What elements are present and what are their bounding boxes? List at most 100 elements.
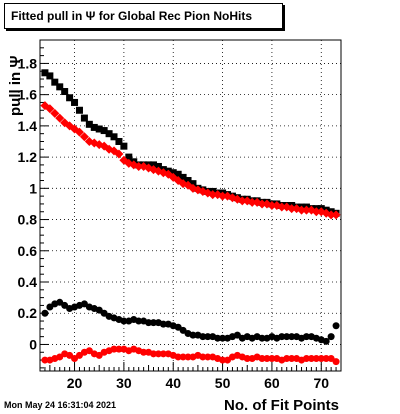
y-tick-label: 1.6 (18, 87, 38, 103)
data-point-series-4 (312, 355, 320, 363)
data-point-series-2 (331, 210, 341, 220)
data-point-series-2 (311, 207, 321, 217)
data-point-series-1 (61, 88, 69, 96)
data-point-series-2 (257, 199, 267, 209)
data-point-series-4 (283, 355, 291, 363)
tick-labels: 20 30 40 50 60 70 0 0.2 0.4 0.6 0.8 1 1.2 1.4 1.6 1.8 (18, 55, 330, 391)
data-point-series-1 (169, 169, 177, 177)
data-point-series-2 (134, 161, 144, 171)
data-point-series-1 (90, 123, 98, 131)
data-point-series-4 (154, 350, 162, 358)
data-point-series-4 (288, 355, 296, 363)
y-tick-label: 1.2 (18, 149, 38, 165)
y-tick-label: 0 (29, 336, 37, 352)
data-point-series-1 (56, 83, 64, 91)
plot-frame (39, 39, 342, 372)
data-point-series-1 (85, 120, 93, 128)
data-point-series-2 (237, 196, 247, 206)
data-point-series-1 (80, 114, 88, 122)
data-point-series-2 (326, 210, 336, 220)
data-point-series-2 (287, 204, 297, 214)
x-tick-label: 70 (313, 375, 329, 391)
data-point-series-3 (149, 319, 157, 327)
data-point-series-3 (145, 319, 153, 327)
data-point-series-2 (114, 149, 124, 159)
y-tick-label: 0.4 (18, 274, 38, 290)
data-point-series-2 (277, 202, 287, 212)
y-tick-label: 1.8 (18, 55, 38, 71)
data-point-series-2 (79, 132, 89, 142)
y-tick-label: 1 (29, 180, 37, 196)
data-point-series-3 (189, 331, 197, 339)
data-point-series-2 (301, 205, 311, 215)
data-point-series-3 (288, 333, 296, 341)
data-point-series-4 (258, 355, 266, 363)
y-tick-label: 1.4 (18, 118, 38, 134)
data-point-series-1 (105, 130, 113, 138)
data-point-series-4 (322, 355, 330, 363)
data-point-series-3 (322, 337, 330, 345)
x-axis-title: No. of Fit Points (224, 397, 339, 414)
x-tick-label: 40 (165, 375, 181, 391)
data-point-series-4 (159, 350, 167, 358)
data-point-series-2 (45, 104, 55, 114)
data-point-series-2 (218, 191, 228, 201)
y-tick-label: 0.8 (18, 212, 38, 228)
data-point-series-4 (263, 355, 271, 363)
data-point-series-3 (258, 334, 266, 342)
data-point-series-1 (189, 180, 197, 188)
data-point-series-4 (317, 355, 325, 363)
data-point-series-1 (174, 170, 182, 178)
data-point-series-3 (204, 333, 212, 341)
data-point-series-3 (120, 317, 128, 325)
data-point-series-1 (120, 142, 128, 150)
data-point-series-4 (302, 355, 310, 363)
x-tick-label: 30 (116, 375, 132, 391)
data-point-series-3 (219, 334, 227, 342)
data-point-series-2 (50, 108, 60, 118)
data-point-series-1 (184, 177, 192, 185)
data-point-series-2 (55, 113, 65, 123)
data-point-series-2 (297, 205, 307, 215)
data-point-series-4 (149, 350, 157, 358)
data-point-series-4 (115, 345, 123, 353)
timestamp: Mon May 24 16:31:04 2021 (4, 400, 117, 410)
data-marks (40, 69, 341, 366)
data-point-series-4 (179, 353, 187, 361)
data-point-series-4 (174, 353, 182, 361)
data-point-series-3 (327, 333, 335, 341)
data-point-series-1 (149, 161, 157, 169)
data-point-series-1 (110, 133, 118, 141)
data-point-series-3 (332, 322, 340, 330)
y-tick-label: 0.6 (18, 243, 38, 259)
data-point-series-1 (179, 173, 187, 181)
data-point-series-1 (125, 153, 133, 161)
data-point-series-2 (74, 127, 84, 137)
data-point-series-4 (243, 355, 251, 363)
chart-title: Fitted pull in Ψ for Global Rec Pion NoH… (4, 3, 283, 29)
data-point-series-4 (332, 358, 340, 366)
data-point-series-3 (278, 333, 286, 341)
data-point-series-3 (302, 333, 310, 341)
data-point-series-4 (110, 345, 118, 353)
data-point-series-3 (159, 320, 167, 328)
data-point-series-4 (219, 356, 227, 364)
data-point-series-1 (71, 98, 79, 106)
data-point-series-1 (51, 78, 59, 86)
data-point-series-3 (135, 317, 143, 325)
x-tick-label: 20 (67, 375, 83, 391)
data-point-series-1 (115, 137, 123, 145)
x-tick-label: 60 (264, 375, 280, 391)
data-point-series-4 (268, 355, 276, 363)
data-point-series-3 (283, 333, 291, 341)
data-point-series-2 (208, 190, 218, 200)
y-tick-label: 0.2 (18, 305, 38, 321)
data-point-series-2 (247, 197, 257, 207)
data-point-series-1 (41, 69, 49, 77)
data-point-series-3 (199, 333, 207, 341)
data-point-series-4 (140, 348, 148, 356)
data-point-series-3 (41, 309, 49, 317)
data-point-series-4 (184, 353, 192, 361)
data-point-series-1 (154, 162, 162, 170)
